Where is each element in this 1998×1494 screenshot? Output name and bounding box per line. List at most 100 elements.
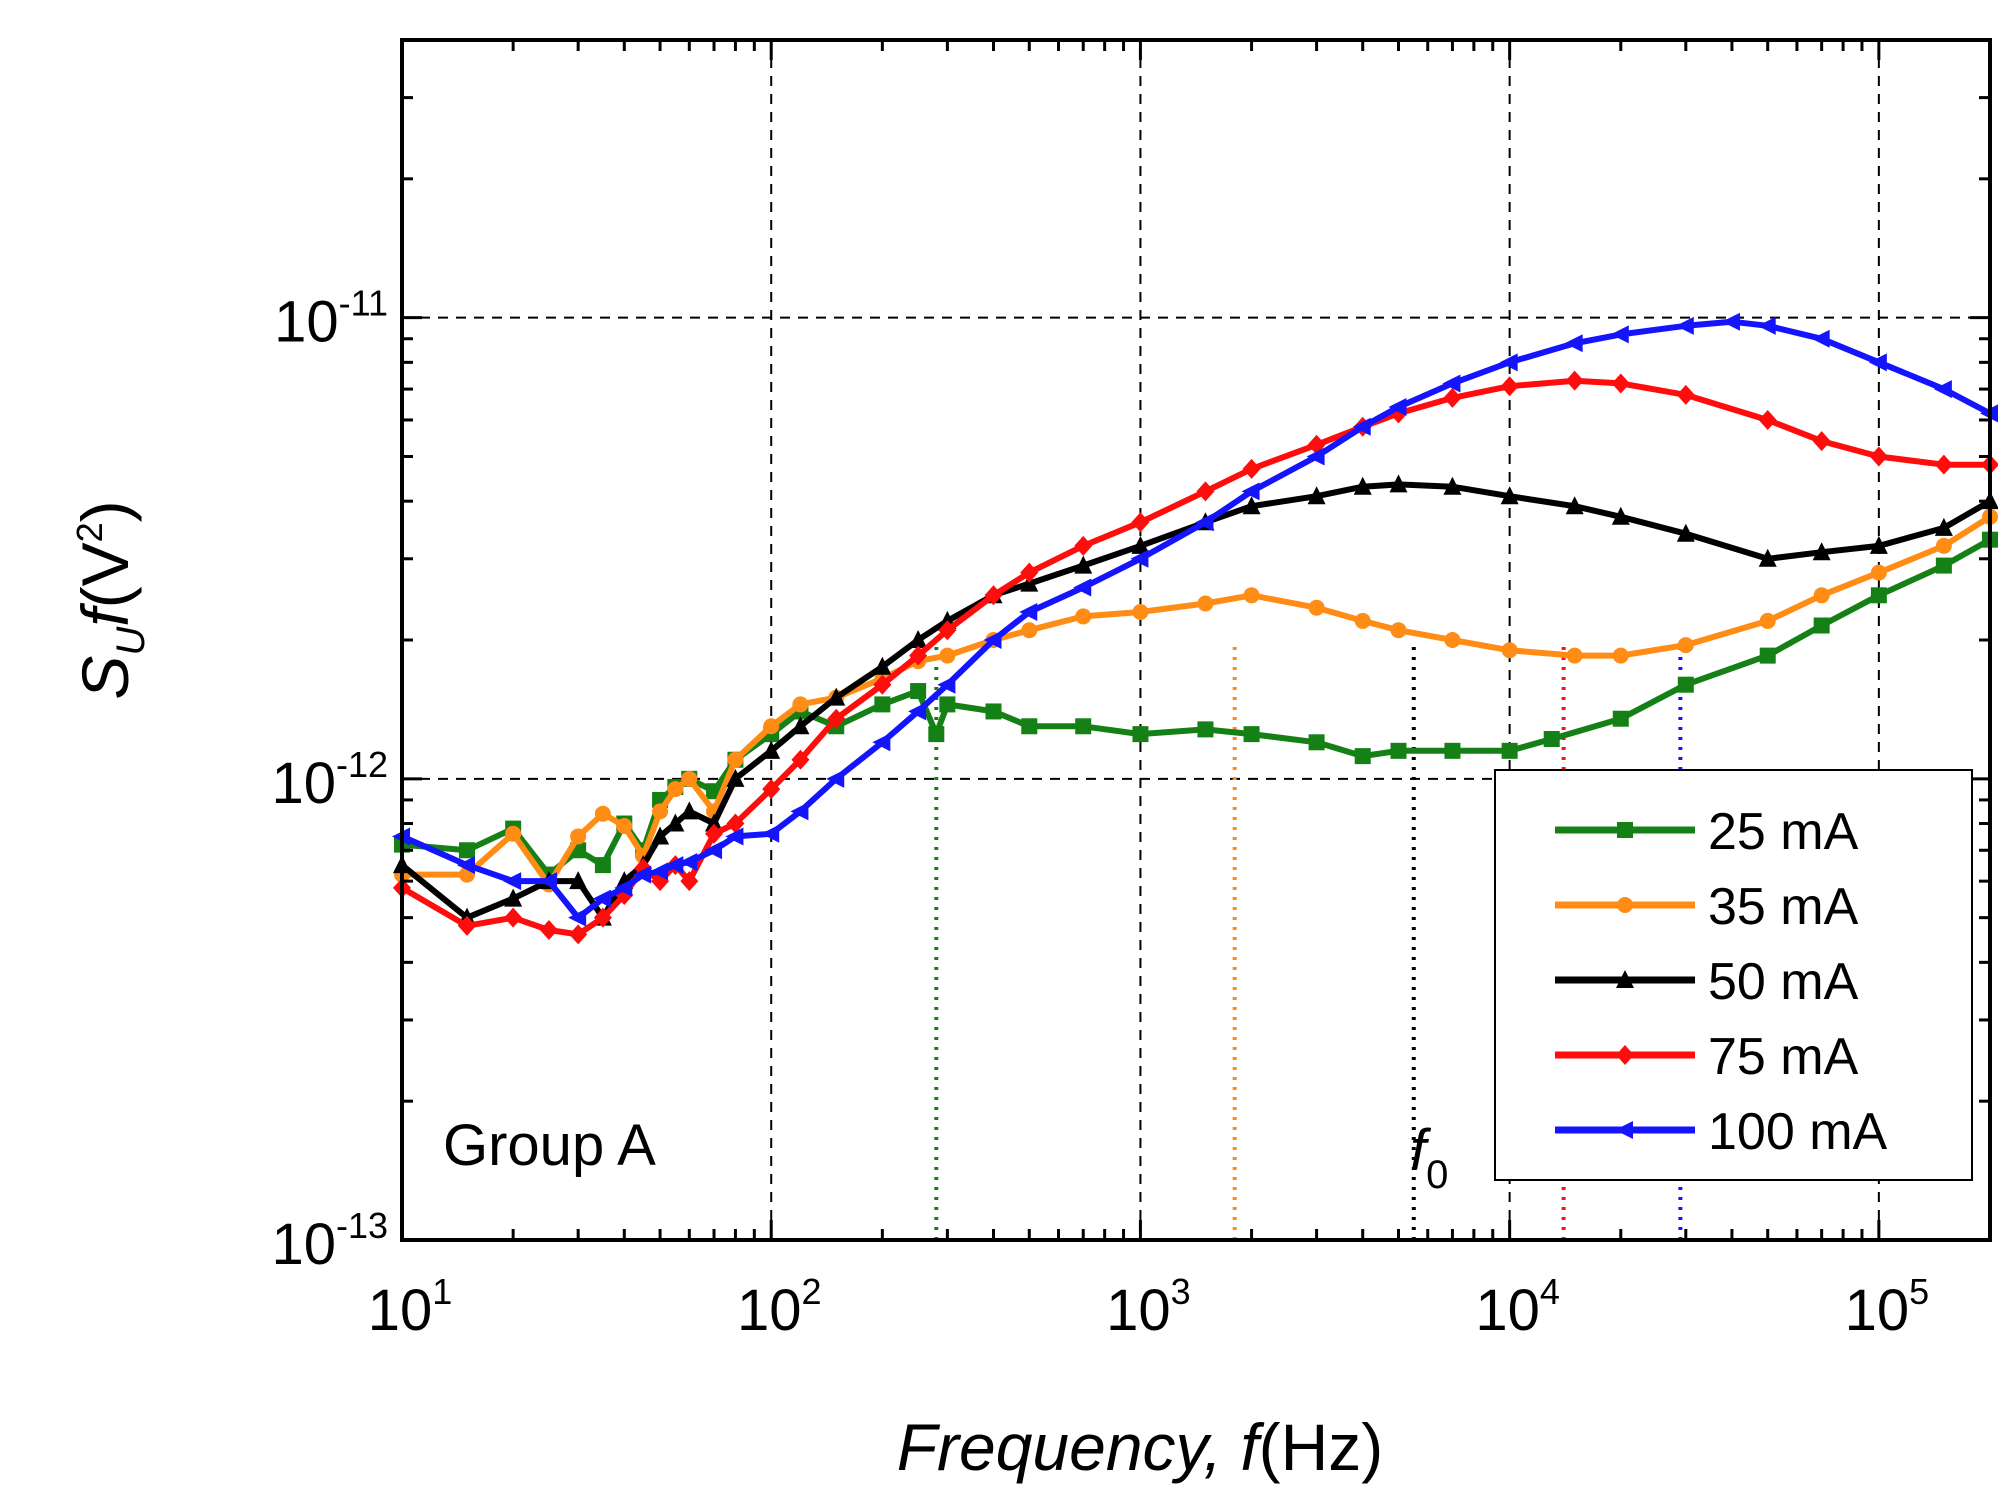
x-tick-label-4-exp: 4 — [1540, 1271, 1560, 1312]
data-point-0-35 — [1813, 617, 1830, 634]
x-tick-label-3-exp: 3 — [1171, 1271, 1191, 1312]
data-point-1-23 — [1197, 595, 1214, 612]
data-point-0-36 — [1870, 587, 1887, 604]
data-point-1-8 — [652, 803, 669, 820]
data-point-1-9 — [667, 781, 684, 798]
x-axis-label-prefix: Frequency, — [897, 1410, 1241, 1484]
data-point-3-36 — [1934, 454, 1953, 475]
data-point-3-2 — [504, 907, 523, 928]
data-point-3-29 — [1500, 376, 1519, 397]
data-point-3-12 — [726, 813, 745, 834]
data-point-1-32 — [1677, 637, 1694, 654]
data-point-4-34 — [1757, 316, 1776, 335]
axis-ticks — [400, 38, 1992, 1242]
x-tick-label-2: 102 — [737, 1271, 822, 1343]
legend-box — [1494, 769, 1973, 1181]
data-point-3-18 — [938, 620, 957, 641]
x-tick-label-2-base: 10 — [737, 1278, 802, 1343]
legend-entry-2: 50 mA — [1555, 953, 1859, 1011]
data-point-3-1 — [458, 915, 477, 936]
data-point-0-27 — [1354, 748, 1371, 765]
data-point-0-19 — [939, 696, 956, 713]
data-point-3-33 — [1758, 409, 1777, 430]
data-point-4-32 — [1675, 316, 1694, 335]
data-point-4-36 — [1868, 353, 1887, 372]
data-point-0-24 — [1197, 721, 1214, 738]
data-point-2-35 — [1869, 535, 1888, 554]
data-point-0-30 — [1501, 742, 1518, 759]
data-point-1-2 — [505, 825, 522, 842]
data-point-1-24 — [1243, 587, 1260, 604]
series-3 — [393, 370, 1998, 945]
legend: 25 mA 35 mA 50 mA 75 mA 100 mA — [1494, 769, 1973, 1181]
data-point-2-29 — [1500, 486, 1519, 505]
group-label: Group A — [443, 1113, 656, 1178]
data-point-2-10 — [680, 801, 699, 820]
data-point-1-25 — [1308, 599, 1325, 616]
data-point-3-13 — [762, 779, 781, 800]
data-point-2-14 — [791, 716, 810, 735]
data-point-4-17 — [908, 702, 927, 721]
x-tick-label-1-base: 10 — [368, 1278, 433, 1343]
y-tick-label--13: 10-13 — [271, 1205, 388, 1277]
legend-entry-0: 25 mA — [1555, 803, 1859, 861]
y-tick-label--12-base: 10 — [271, 751, 336, 816]
data-point-0-1 — [459, 842, 476, 859]
data-point-4-5 — [592, 889, 611, 908]
y-tick-label--11-exp: -11 — [339, 283, 388, 324]
grid — [402, 40, 1990, 1240]
data-point-1-29 — [1501, 642, 1518, 659]
legend-label-2: 50 mA — [1708, 953, 1859, 1011]
data-point-2-34 — [1812, 542, 1831, 561]
data-point-1-30 — [1566, 647, 1583, 664]
data-point-0-18 — [928, 726, 945, 743]
data-point-0-26 — [1308, 734, 1325, 751]
y-axis-label-s: S — [68, 656, 142, 700]
data-point-0-31 — [1543, 731, 1560, 748]
data-point-4-2 — [503, 872, 522, 891]
data-point-3-31 — [1611, 373, 1630, 394]
data-point-1-21 — [1075, 608, 1092, 625]
data-point-0-17 — [910, 683, 927, 700]
data-point-3-4 — [569, 924, 588, 945]
data-point-0-34 — [1759, 647, 1776, 664]
data-point-2-17 — [909, 630, 928, 648]
legend-marker-3 — [1616, 1045, 1634, 1065]
data-point-4-29 — [1499, 353, 1518, 372]
x-tick-label-1: 101 — [368, 1271, 453, 1343]
data-point-4-30 — [1564, 334, 1583, 353]
data-point-4-19 — [983, 631, 1002, 649]
data-point-3-11 — [705, 823, 724, 844]
data-point-4-24 — [1241, 482, 1260, 501]
data-point-0-5 — [594, 857, 611, 874]
data-point-4-1 — [457, 856, 476, 875]
data-point-1-10 — [681, 770, 698, 787]
data-point-2-22 — [1131, 535, 1150, 554]
data-point-2-15 — [827, 687, 846, 706]
data-point-2-21 — [1074, 555, 1093, 574]
data-point-4-4 — [568, 908, 587, 927]
data-point-4-3 — [538, 872, 557, 891]
data-point-0-20 — [985, 703, 1002, 720]
data-point-2-32 — [1676, 523, 1695, 542]
data-point-1-34 — [1813, 587, 1830, 604]
legend-label-3: 75 mA — [1708, 1028, 1859, 1086]
data-point-1-20 — [1021, 622, 1038, 639]
legend-entry-4: 100 mA — [1555, 1103, 1888, 1161]
data-point-4-21 — [1073, 578, 1092, 597]
x-tick-label-4: 104 — [1475, 1271, 1560, 1343]
data-point-2-33 — [1758, 548, 1777, 567]
data-point-1-22 — [1132, 604, 1149, 621]
data-point-3-3 — [539, 920, 558, 941]
data-point-1-14 — [792, 696, 809, 713]
data-point-2-26 — [1353, 476, 1372, 495]
data-point-3-17 — [909, 645, 928, 666]
data-point-0-29 — [1444, 742, 1461, 759]
data-point-4-28 — [1442, 374, 1461, 393]
data-point-4-7 — [633, 865, 652, 884]
y-tick-label--13-base: 10 — [271, 1212, 336, 1277]
data-point-3-35 — [1869, 446, 1888, 467]
data-point-1-26 — [1354, 612, 1371, 629]
